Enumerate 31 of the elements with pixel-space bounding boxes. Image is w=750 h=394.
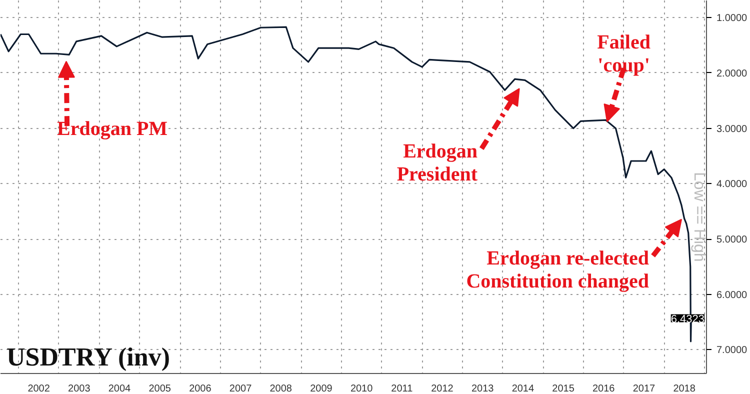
- x-tick-label: 2002: [28, 384, 50, 394]
- x-tick-label: 2012: [431, 384, 454, 394]
- x-tick-label: 2003: [68, 384, 91, 394]
- y-tick-label: 4.0000: [716, 179, 748, 190]
- annotation: Erdogan PM: [56, 118, 168, 140]
- y-tick-label: 1.0000: [716, 13, 748, 24]
- x-tick-label: 2015: [552, 384, 575, 394]
- x-tick-label: 2014: [512, 384, 534, 394]
- x-tick-label: 2018: [673, 384, 696, 394]
- annotation: Erdogan re-elected Constitution changed: [466, 248, 650, 293]
- y-tick-label: 2.0000: [716, 68, 748, 80]
- x-tick-label: 2013: [471, 384, 494, 394]
- x-tick-label: 2009: [310, 384, 333, 394]
- y-tick-label: 3.0000: [716, 124, 748, 135]
- annotation: Low == High: [690, 172, 708, 262]
- x-tick-label: 2010: [350, 384, 374, 394]
- x-tick-label: 2005: [148, 384, 172, 394]
- data-label: 6.4323: [670, 313, 705, 326]
- x-tick-label: 2011: [391, 384, 414, 394]
- text: USDTRY (inv): [6, 342, 170, 372]
- y-tick-label: 6.0000: [716, 290, 748, 301]
- x-tick-label: 2008: [270, 384, 292, 394]
- annotation: Failed 'coup': [597, 31, 650, 76]
- x-tick-label: 2004: [108, 384, 132, 394]
- x-tick-label: 2007: [229, 384, 252, 394]
- annotation: Erdogan President: [396, 140, 478, 186]
- y-tick-label: 5.0000: [716, 234, 748, 246]
- x-tick-label: 2017: [632, 384, 656, 394]
- x-tick-label: 2016: [592, 384, 616, 394]
- y-tick-label: 7.0000: [716, 345, 748, 356]
- x-tick-label: 2006: [189, 384, 212, 394]
